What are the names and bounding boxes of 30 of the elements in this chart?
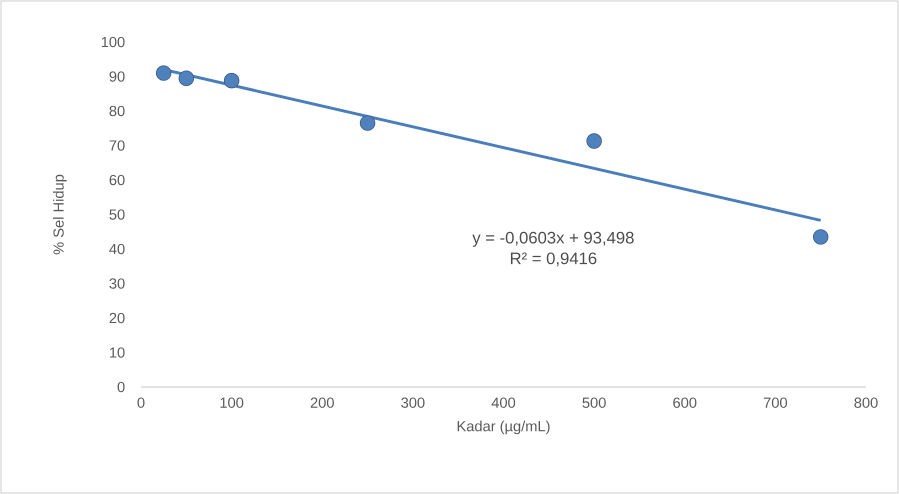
x-tick-label: 100 bbox=[220, 398, 244, 408]
x-tick-label: 500 bbox=[582, 398, 606, 408]
y-tick-label: 20 bbox=[110, 312, 125, 324]
point bbox=[812, 229, 828, 245]
annotation: y = -0,0603x + 93,498 bbox=[472, 232, 634, 247]
x-tick-label: 700 bbox=[764, 398, 788, 408]
x-tick-label: 800 bbox=[854, 398, 878, 408]
y-tick-label: 40 bbox=[109, 244, 125, 254]
x-tick-label: 200 bbox=[310, 398, 334, 408]
x-tick-label: 600 bbox=[673, 398, 696, 408]
y-tick-label: 50 bbox=[109, 209, 125, 220]
y-tick-label: 0 bbox=[118, 382, 125, 392]
x-tick-label: 300 bbox=[401, 398, 425, 408]
y-axis-title: % Sel Hidup bbox=[53, 174, 67, 254]
point bbox=[178, 70, 194, 86]
point bbox=[586, 133, 602, 149]
y-tick-label: 30 bbox=[109, 278, 125, 289]
y-tick-label: 80 bbox=[109, 106, 125, 116]
y-tick-label: 70 bbox=[110, 140, 125, 151]
point bbox=[224, 72, 240, 88]
x-tick-label: 0 bbox=[137, 398, 144, 408]
y-tick-label: 60 bbox=[110, 174, 125, 186]
y-tick-label: 90 bbox=[110, 71, 125, 82]
point bbox=[156, 65, 172, 81]
x-tick-label: 400 bbox=[492, 398, 516, 408]
annotation: R² = 0,9416 bbox=[510, 252, 596, 266]
x-axis-title: Kadar (µg/mL) bbox=[458, 420, 550, 434]
y-tick-label: 10 bbox=[110, 347, 125, 358]
point bbox=[360, 115, 376, 131]
y-tick-label: 100 bbox=[102, 36, 125, 48]
